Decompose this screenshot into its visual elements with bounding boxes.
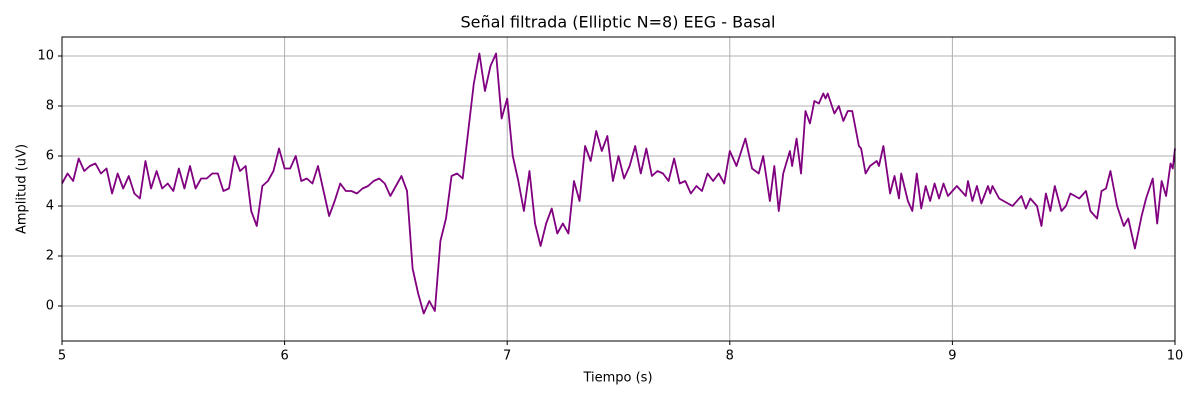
- signal-line: [61, 52, 1176, 315]
- x-tick-label: 7: [503, 349, 511, 364]
- plot-frame: [61, 36, 1176, 342]
- x-tick-label: 6: [280, 349, 288, 364]
- y-tick-label: 2: [46, 249, 54, 264]
- chart-title: Señal filtrada (Elliptic N=8) EEG - Basa…: [461, 13, 776, 32]
- x-axis-label: Tiempo (s): [582, 371, 652, 386]
- y-tick-label: 8: [46, 99, 54, 114]
- y-tick-label: 4: [46, 199, 54, 214]
- x-tick-label: 8: [726, 349, 734, 364]
- y-tick-label: 6: [46, 149, 54, 164]
- y-tick-label: 10: [37, 49, 54, 64]
- x-tick-label: 10: [1167, 349, 1184, 364]
- x-tick-label: 9: [948, 349, 956, 364]
- y-tick-label: 0: [46, 299, 54, 314]
- x-tick-label: 5: [58, 349, 66, 364]
- y-axis-label: Amplitud (uV): [15, 144, 30, 234]
